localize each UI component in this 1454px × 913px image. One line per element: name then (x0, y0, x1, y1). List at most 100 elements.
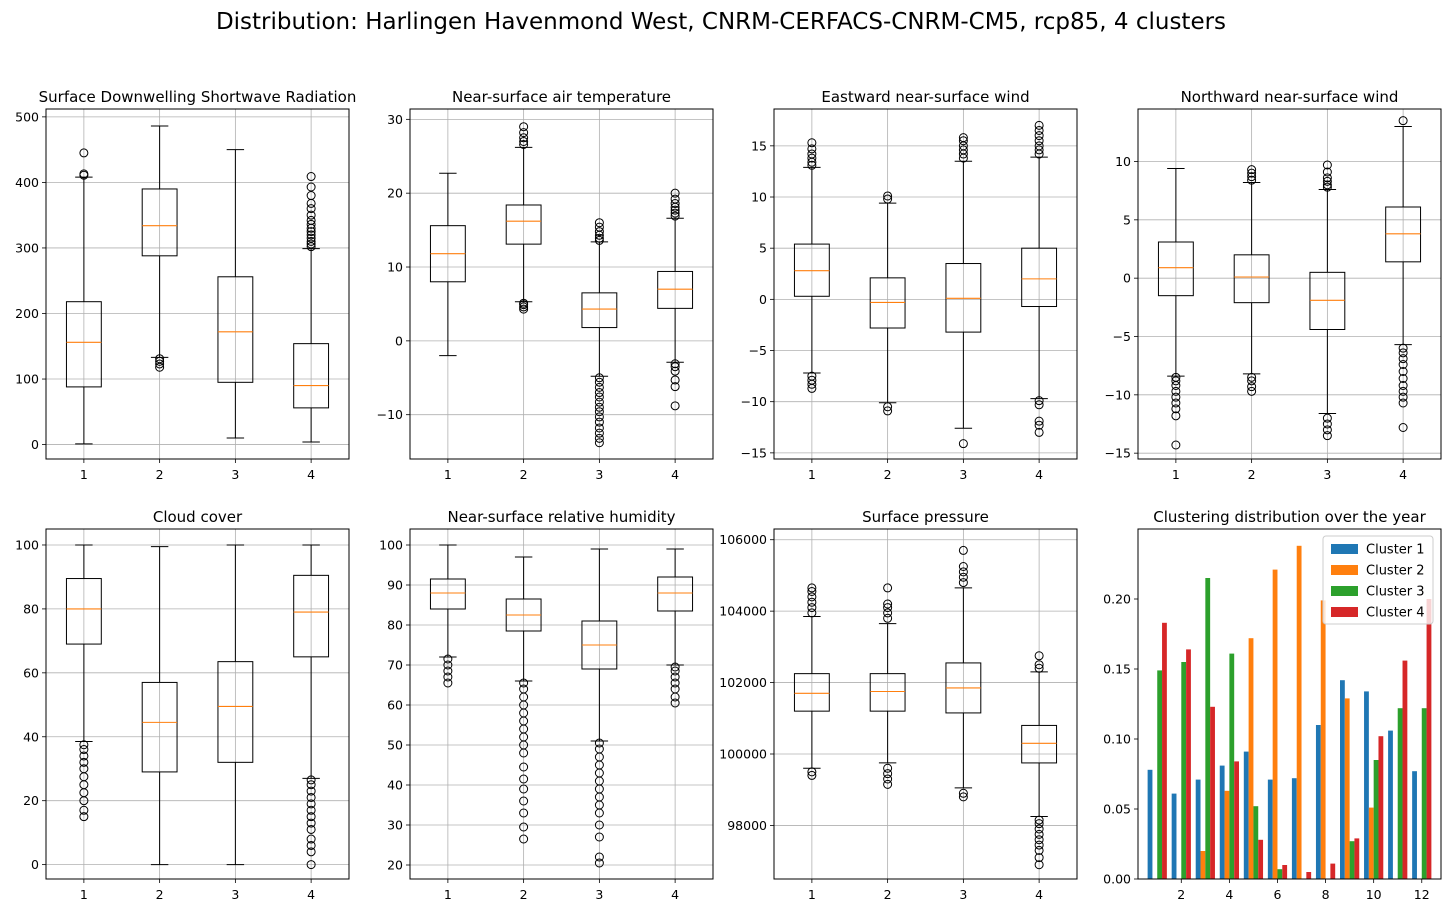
outlier-point (670, 684, 680, 694)
outlier-point (670, 194, 680, 204)
y-tick-label: 0.05 (1103, 802, 1131, 817)
y-tick-label: 0 (395, 333, 403, 348)
bar (1397, 708, 1403, 879)
outlier-point (958, 545, 968, 555)
x-tick-label: 2 (520, 467, 528, 482)
outlier-point (594, 227, 604, 237)
y-tick-label: 0 (31, 437, 39, 452)
outlier-point (1034, 136, 1044, 146)
outlier-point (1247, 386, 1257, 396)
outlier-point (306, 818, 316, 828)
subplot-7: Surface pressure 98000 100000 102000 104000 1… (719, 508, 1078, 902)
y-tick-label: 60 (23, 665, 39, 680)
x-tick-label: 2 (156, 887, 164, 902)
y-tick-label: −5 (1113, 329, 1131, 344)
y-tick-label: 0.20 (1103, 592, 1131, 607)
outlier-point (306, 210, 316, 220)
outlier-point (1322, 173, 1332, 183)
x-tick-label: 3 (595, 467, 603, 482)
outlier-point (79, 812, 89, 822)
bar (1277, 869, 1283, 879)
y-tick-label: 98000 (727, 818, 767, 833)
outlier-point (519, 684, 529, 694)
outlier-point (1171, 392, 1181, 402)
iqr-box (505, 204, 542, 245)
iqr-box (869, 673, 906, 712)
outlier-point (807, 597, 817, 607)
bar (1315, 725, 1321, 879)
box-1 (65, 544, 102, 822)
iqr-box (293, 343, 330, 409)
iqr-box (581, 292, 618, 329)
box-4 (1385, 116, 1422, 432)
iqr-box (657, 270, 694, 309)
outlier-point (519, 122, 529, 132)
outlier-point (883, 613, 893, 623)
box-1 (429, 172, 466, 357)
outlier-point (958, 145, 968, 155)
outlier-point (306, 799, 316, 809)
outlier-point (79, 740, 89, 750)
y-tick-label: 0 (1123, 271, 1131, 286)
outlier-point (306, 172, 316, 182)
bar (1291, 778, 1297, 879)
outlier-point (79, 751, 89, 761)
box-4 (1021, 120, 1058, 437)
outlier-point (443, 672, 453, 682)
bar (1157, 670, 1163, 879)
outlier-point (1171, 372, 1181, 382)
outlier-point (1322, 431, 1332, 441)
outlier-point (670, 672, 680, 682)
outlier-point (79, 169, 89, 179)
outlier-point (1322, 182, 1332, 192)
bar (1402, 660, 1408, 879)
outlier-point (1034, 663, 1044, 673)
outlier-point (1398, 381, 1408, 390)
subplot-title: Surface pressure (862, 508, 989, 526)
outlier-point (1034, 829, 1044, 839)
outlier-point (306, 847, 316, 857)
outlier-point (883, 763, 893, 773)
outlier-point (1171, 440, 1181, 450)
outlier-point (1322, 419, 1332, 429)
x-tick-label: 12 (1414, 887, 1430, 902)
outlier-point (594, 222, 604, 232)
outlier-point (1034, 427, 1044, 437)
outlier-point (807, 138, 817, 148)
box-1 (65, 148, 102, 445)
outlier-point (594, 738, 604, 748)
outlier-point (519, 298, 529, 308)
bar (1344, 698, 1350, 879)
y-tick-label: 15 (751, 138, 767, 153)
y-tick-label: 20 (387, 186, 403, 201)
iqr-box (657, 576, 694, 612)
box-1 (793, 583, 830, 780)
box-4 (293, 544, 330, 870)
outlier-point (1034, 400, 1044, 410)
iqr-box (65, 578, 102, 645)
outlier-point (670, 199, 680, 209)
y-tick-label: 0.00 (1103, 872, 1131, 887)
y-tick-label: 40 (23, 729, 39, 744)
bar (1258, 839, 1264, 879)
outlier-point (519, 678, 529, 688)
box-3 (217, 149, 254, 439)
y-tick-label: 200 (15, 306, 39, 321)
outlier-point (807, 583, 817, 593)
outlier-point (306, 230, 316, 240)
outlier-point (306, 780, 316, 790)
box-3 (217, 544, 254, 866)
outlier-point (306, 775, 316, 785)
outlier-point (594, 744, 604, 754)
outlier-point (883, 779, 893, 789)
outlier-point (1034, 125, 1044, 135)
outlier-point (670, 382, 680, 392)
outlier-point (594, 417, 604, 427)
y-tick-label: −5 (749, 343, 767, 358)
outlier-point (1247, 165, 1257, 175)
outlier-point (958, 792, 968, 802)
outlier-point (1322, 176, 1332, 186)
outlier-point (958, 578, 968, 588)
outlier-point (594, 412, 604, 422)
